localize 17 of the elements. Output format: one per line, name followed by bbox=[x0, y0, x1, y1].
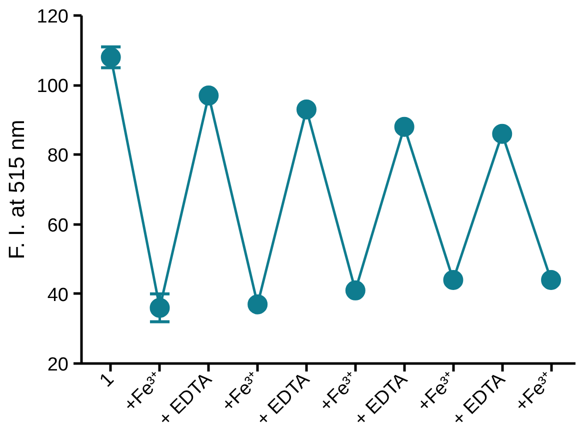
point bbox=[394, 116, 414, 137]
y-tick-label: 40 bbox=[47, 284, 69, 306]
point bbox=[150, 298, 170, 318]
point bbox=[296, 99, 316, 120]
point bbox=[492, 124, 512, 144]
x-tick-label: 1 bbox=[96, 369, 118, 392]
y-tick-label: 80 bbox=[47, 146, 69, 167]
point bbox=[345, 280, 366, 300]
point bbox=[443, 270, 464, 290]
y-tick-label: 20 bbox=[47, 354, 69, 376]
point bbox=[248, 294, 268, 314]
point bbox=[198, 86, 219, 106]
point bbox=[541, 270, 562, 290]
y-axis-title: F. I. at 515 nm bbox=[4, 120, 29, 260]
y-tick-label: 100 bbox=[36, 76, 68, 98]
y-tick-label: 60 bbox=[47, 215, 69, 236]
y-tick-label: 120 bbox=[36, 6, 68, 28]
